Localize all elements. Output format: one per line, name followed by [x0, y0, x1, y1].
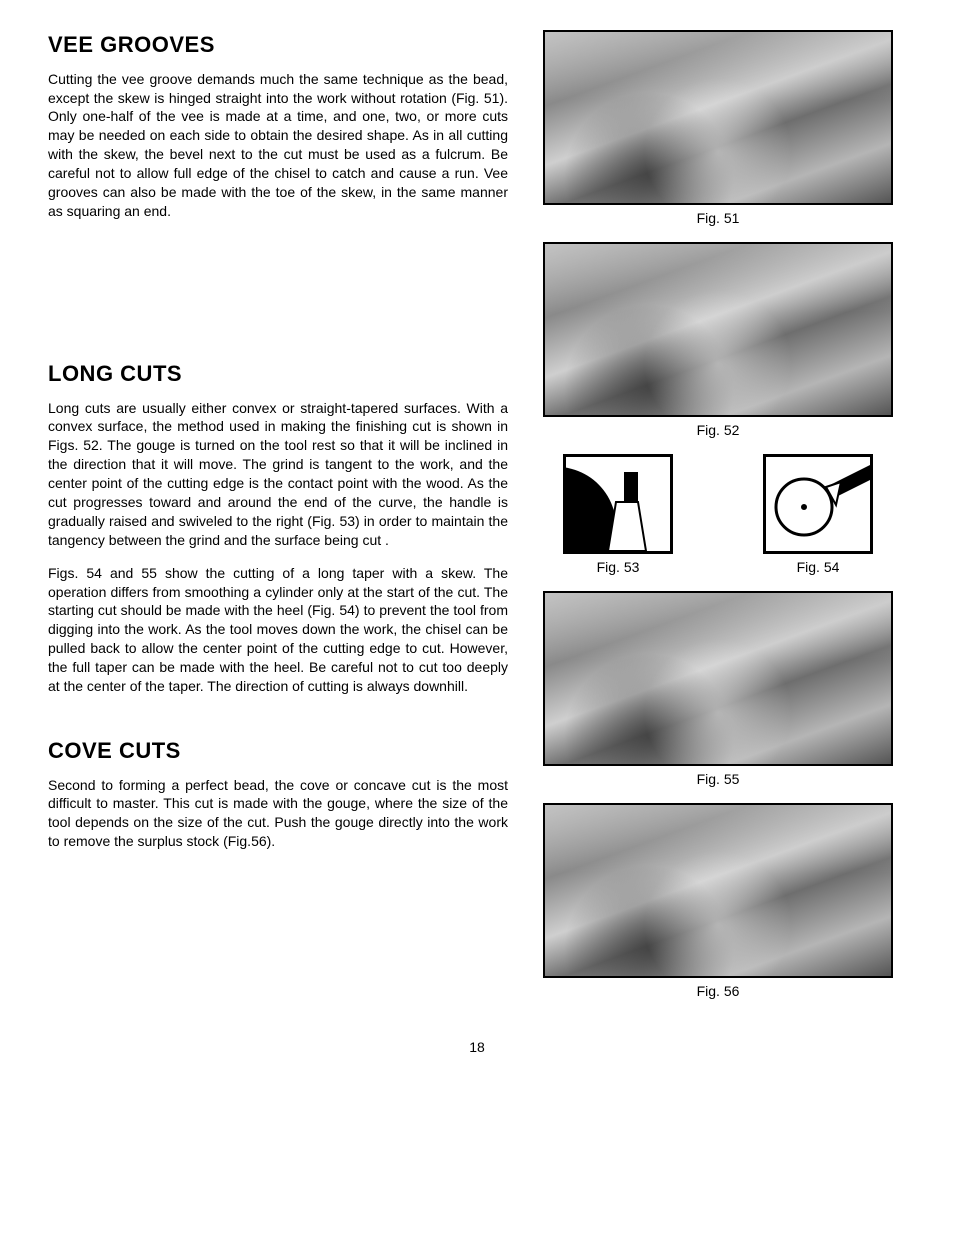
paragraph: Second to forming a perfect bead, the co…	[48, 776, 508, 852]
figure-label: Fig. 53	[597, 558, 640, 577]
photo-long-taper-skew	[543, 591, 893, 766]
heading-vee-grooves: VEE GROOVES	[48, 30, 508, 60]
figure-52: Fig. 52	[543, 242, 893, 440]
figure-54: Fig. 54	[763, 454, 873, 577]
diagram-gouge-tangent	[563, 454, 673, 554]
diagram-row: Fig. 53 Fig. 54	[563, 454, 873, 577]
figure-label: Fig. 56	[697, 982, 740, 1001]
photo-vee-groove	[543, 30, 893, 205]
figure-label: Fig. 55	[697, 770, 740, 789]
figure-label: Fig. 54	[797, 558, 840, 577]
photo-cove-cut	[543, 803, 893, 978]
section-cove-cuts: COVE CUTS Second to forming a perfect be…	[48, 736, 508, 851]
figure-51: Fig. 51	[543, 30, 893, 228]
text-column: VEE GROOVES Cutting the vee groove deman…	[48, 30, 508, 1014]
figure-53: Fig. 53	[563, 454, 673, 577]
photo-long-cut-gouge	[543, 242, 893, 417]
diagram-skew-heel	[763, 454, 873, 554]
paragraph: Figs. 54 and 55 show the cutting of a lo…	[48, 564, 508, 696]
heading-cove-cuts: COVE CUTS	[48, 736, 508, 766]
figure-55: Fig. 55	[543, 591, 893, 789]
section-vee-grooves: VEE GROOVES Cutting the vee groove deman…	[48, 30, 508, 221]
heading-long-cuts: LONG CUTS	[48, 359, 508, 389]
figure-label: Fig. 52	[697, 421, 740, 440]
section-long-cuts: LONG CUTS Long cuts are usually either c…	[48, 359, 508, 696]
figure-56: Fig. 56	[543, 803, 893, 1001]
figure-column: Fig. 51 Fig. 52 Fig. 53	[538, 30, 898, 1014]
paragraph: Long cuts are usually either convex or s…	[48, 399, 508, 550]
figure-label: Fig. 51	[697, 209, 740, 228]
paragraph: Cutting the vee groove demands much the …	[48, 70, 508, 221]
page-number: 18	[48, 1038, 906, 1057]
